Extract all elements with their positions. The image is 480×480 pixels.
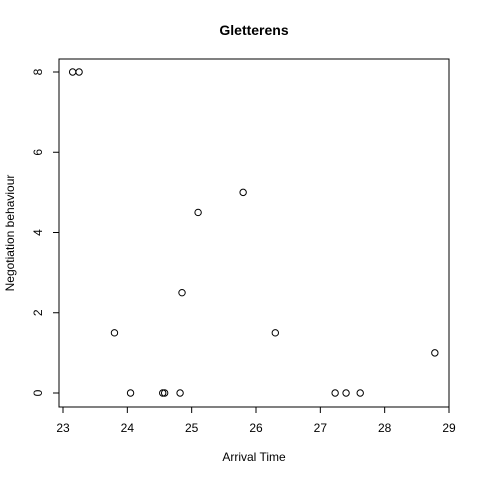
data-point — [239, 188, 247, 197]
data-point — [68, 68, 77, 76]
data-point — [271, 329, 279, 337]
y-axis-label: Negotiation behaviour — [3, 175, 17, 292]
x-tick-label: 25 — [185, 421, 199, 435]
data-point — [110, 329, 119, 337]
data-point — [342, 389, 350, 397]
data-point — [178, 288, 186, 297]
plot-frame — [58, 58, 450, 408]
data-point — [75, 68, 83, 76]
data-point — [431, 349, 439, 357]
data-point — [356, 389, 364, 397]
x-tick-label: 23 — [56, 421, 70, 435]
x-tick-label: 26 — [249, 421, 263, 435]
data-point — [176, 389, 184, 397]
data-point — [159, 389, 167, 397]
y-tick-label: 2 — [31, 309, 45, 316]
x-tick-label: 27 — [314, 421, 328, 435]
y-tick-label: 8 — [31, 68, 45, 75]
chart-title: Gletterens — [219, 22, 288, 38]
data-point — [194, 208, 202, 217]
x-tick-label: 28 — [378, 421, 392, 435]
y-tick-label: 4 — [31, 229, 45, 236]
data-point — [331, 389, 339, 397]
x-tick-label: 24 — [121, 421, 135, 435]
data-point — [160, 389, 169, 397]
y-tick-label: 6 — [31, 149, 45, 156]
x-axis-label: Arrival Time — [222, 450, 286, 464]
y-axis: 0 2 4 6 8 — [31, 68, 60, 396]
x-tick-label: 29 — [442, 421, 456, 435]
data-point — [126, 389, 135, 397]
data-points — [68, 68, 439, 397]
y-tick-label: 0 — [31, 389, 45, 396]
x-axis: 23 24 25 26 27 28 29 — [56, 406, 456, 435]
